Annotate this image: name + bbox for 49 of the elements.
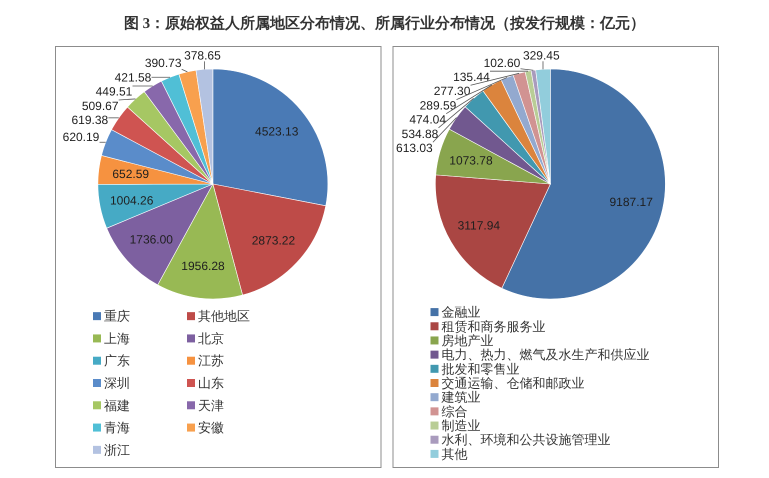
legend-label: 其他地区 [198,308,250,324]
data-label: 1004.26 [110,193,154,208]
data-label: 329.45 [522,48,560,62]
title: 图 3：原始权益人所属地区分布情况、所属行业分布情况（按发行规模：亿元） [124,16,646,32]
legend-label: 其他 [442,446,468,462]
legend-label: 重庆 [104,308,130,324]
data-label: 102.60 [484,56,520,70]
legend-label: 交通运输、仓储和邮政业 [442,376,584,390]
data-label: 421.58 [114,70,152,85]
data-label: 534.88 [402,126,438,141]
legend-label: 青海 [104,420,130,436]
legend-label: 天津 [198,398,224,413]
data-label: 378.65 [184,48,221,62]
data-label: 1956.28 [181,259,225,274]
data-label: 2873.22 [252,233,296,248]
data-label: 509.67 [82,98,119,113]
data-label: 474.04 [409,112,446,127]
legend-label: 广东 [104,353,130,368]
data-label: 4523.13 [255,124,298,138]
data-label: 135.44 [453,70,490,84]
legend-label: 批发和零售业 [442,361,520,376]
data-label: 613.03 [396,141,433,156]
legend-label: 山东 [198,376,224,390]
legend-label: 建筑业 [442,390,480,405]
data-label: 620.19 [62,130,100,144]
data-label: 449.51 [96,84,132,99]
legend-label: 深圳 [104,376,130,390]
data-label: 277.30 [434,84,470,98]
legend-label: 租赁和商务服务业 [442,318,546,334]
data-label: 1736.00 [130,232,173,246]
data-label: 289.59 [420,98,456,113]
legend-label: 水利、环境和公共设施管理业 [442,432,610,448]
legend-label: 制造业 [442,418,480,434]
legend-label: 房地产业 [442,332,494,348]
data-label: 390.73 [144,56,182,70]
legend-label: 福建 [104,398,130,413]
legend-label: 江苏 [198,353,224,368]
data-label: 619.38 [72,113,108,128]
data-label: 3117.94 [458,218,500,233]
data-label: 9187.17 [610,194,653,209]
legend-label: 上海 [104,330,130,346]
legend-label: 安徽 [198,420,224,436]
legend-label: 综合 [442,404,468,419]
legend-label: 电力、热力、燃气及水生产和供应业 [442,347,650,362]
legend-label: 北京 [198,330,224,346]
data-label: 652.59 [112,166,150,181]
data-label: 1073.78 [449,153,493,168]
legend-label: 金融业 [442,304,480,320]
legend-label: 浙江 [104,442,130,458]
